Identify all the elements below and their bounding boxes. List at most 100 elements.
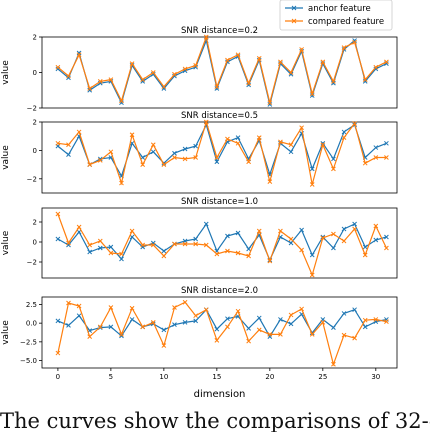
data-point [235,52,241,58]
data-point [87,334,93,339]
data-point [172,322,177,328]
series-line [57,119,387,186]
data-point [309,166,315,172]
data-point [55,140,61,146]
data-point [66,240,71,246]
series-anchor [55,122,389,179]
data-point [214,159,220,165]
data-point [288,70,294,75]
data-point [140,162,146,167]
data-point [76,52,82,58]
data-point [384,319,389,325]
data-point [161,86,167,91]
x-tick-label: 0 [56,373,60,381]
data-point [203,34,209,40]
data-point [352,221,357,227]
legend-label: anchor feature [308,4,371,14]
data-point [352,39,357,45]
plot-frame [41,121,398,194]
data-point [193,155,199,160]
data-point [309,182,315,187]
subplot-2: SNR distance=0.5 value −2 0 2 [1,111,398,194]
subplot-title: SNR distance=1.0 [181,197,258,207]
y-tick-label: 2 [33,219,37,227]
series-line [57,213,387,277]
series-compared [55,211,389,278]
data-point [362,79,368,84]
data-point [108,250,114,256]
data-point [214,326,220,332]
data-point [225,57,230,63]
data-point [362,77,368,82]
data-point [373,223,379,229]
data-point [267,100,273,106]
data-point [373,317,379,322]
series-compared [55,299,389,367]
data-point [331,156,336,162]
data-point [150,149,156,155]
data-point [193,236,199,242]
data-point [256,315,262,321]
data-point [320,320,326,325]
data-point [331,245,336,251]
data-point [299,227,304,233]
data-point [66,73,71,79]
subplot-3: SNR distance=1.0 value −2 0 2 [1,197,398,279]
data-point [150,70,156,75]
y-axis-label: value [1,230,11,255]
data-point [373,66,379,72]
legend-label: compared feature [308,17,384,27]
series-line [57,34,387,103]
y-tick-label: 0.0 [26,320,37,328]
data-point [193,143,199,149]
data-point [172,150,177,156]
data-point [172,241,177,247]
data-point [87,249,93,255]
data-point [66,300,71,306]
data-point [172,73,177,79]
data-point [76,50,82,56]
data-point [172,155,177,160]
legend: anchor feature compared feature [279,0,393,31]
data-point [341,129,347,135]
data-point [214,337,220,343]
data-point [341,45,347,51]
data-point [161,162,167,167]
data-point [87,162,93,167]
data-point [55,318,61,324]
data-point [384,155,389,160]
data-point [193,241,199,247]
data-point [278,139,283,145]
data-point [320,142,326,148]
data-point [108,77,114,82]
data-point [341,311,347,316]
series-line [57,222,387,262]
subplot-title: SNR distance=2.0 [181,286,258,296]
data-point [235,230,241,236]
data-point [320,59,326,65]
data-point [352,121,357,126]
data-point [246,326,251,331]
data-point [140,324,146,330]
data-point [119,332,124,337]
subplot-title: SNR distance=0.2 [181,26,258,36]
data-point [288,71,294,77]
data-point [182,146,188,152]
data-point [129,61,135,66]
data-point [246,80,251,86]
y-tick-label: 2 [33,34,37,42]
x-tick-label: 30 [371,373,380,381]
data-point [214,86,220,91]
data-point [76,229,82,235]
data-point [362,244,368,250]
data-point [76,303,82,309]
data-point [299,47,304,52]
y-tick-label: 2 [33,119,37,127]
y-tick-label: −2 [27,175,37,183]
data-point [203,242,209,248]
data-point [267,102,273,107]
data-point [119,256,124,262]
data-point [182,156,188,162]
data-point [129,234,135,240]
data-point [331,166,336,172]
